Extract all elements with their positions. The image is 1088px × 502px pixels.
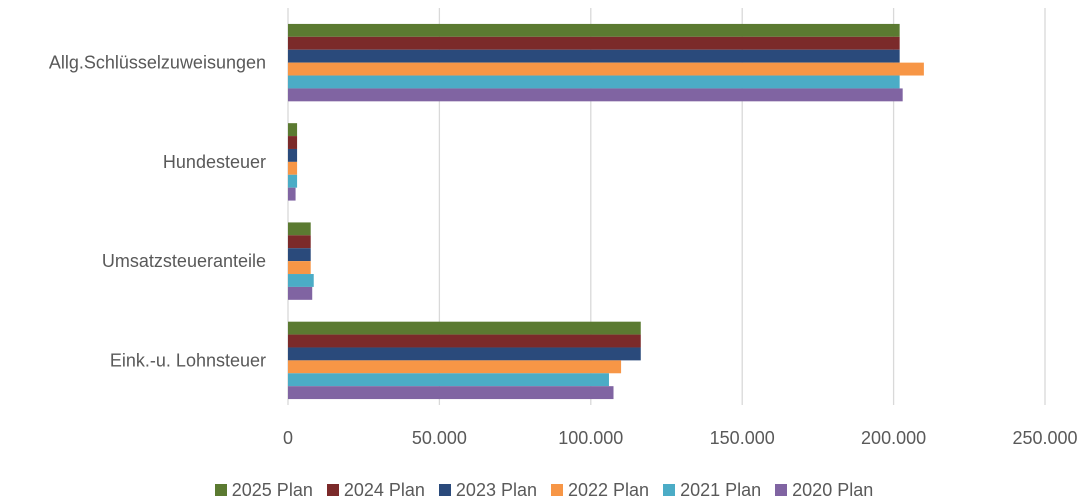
bar — [288, 75, 900, 89]
bar — [288, 286, 313, 300]
bar — [288, 386, 614, 400]
legend-swatch — [326, 484, 339, 496]
legend-item: 2023 Plan — [438, 479, 537, 501]
x-tick-label: 0 — [283, 428, 293, 448]
legend-item: 2025 Plan — [214, 479, 313, 501]
bar — [288, 334, 641, 348]
legend-swatch — [663, 484, 676, 496]
bar — [288, 347, 641, 361]
category-label: Allg.Schlüsselzuweisungen — [49, 53, 266, 73]
bar — [288, 373, 609, 387]
bar — [288, 321, 641, 335]
bar — [288, 88, 903, 102]
legend-item: 2024 Plan — [326, 479, 425, 501]
bar — [288, 187, 296, 201]
category-label: Umsatzsteueranteile — [102, 251, 266, 271]
bar — [288, 62, 924, 76]
bar — [288, 261, 311, 275]
bar — [288, 161, 298, 175]
bar — [288, 248, 311, 262]
bar — [288, 148, 298, 162]
legend-swatch — [551, 484, 563, 496]
bar — [288, 235, 311, 249]
legend-label: 2020 Plan — [792, 479, 874, 500]
legend: 2025 Plan 2024 Plan 2023 Plan 2022 Plan 2021… — [0, 478, 1088, 502]
bar — [288, 49, 900, 63]
category-labels: Allg.Schlüsselzuweisungen Hundesteuer Umsa… — [49, 53, 266, 371]
legend-label: 2021 Plan — [680, 479, 762, 500]
legend-swatch — [214, 484, 227, 496]
legend-label: 2025 Plan — [231, 479, 313, 500]
x-tick-label: 200.000 — [861, 428, 926, 448]
bar — [288, 136, 298, 149]
legend-label: 2022 Plan — [568, 479, 650, 500]
legend-item: 2021 Plan — [663, 480, 761, 501]
x-tick-label: 250.000 — [1012, 428, 1077, 448]
bar — [288, 222, 311, 236]
x-axis-tick-labels: 0 50.000 100.000 150.000 200.000 250.000 — [283, 428, 1078, 448]
category-label: Eink.-u. Lohnsteuer — [110, 350, 266, 370]
bar — [288, 36, 900, 50]
bars — [288, 23, 924, 400]
x-tick-label: 100.000 — [558, 428, 623, 448]
x-tick-label: 150.000 — [710, 428, 775, 448]
legend-item: 2020 Plan — [775, 480, 873, 501]
legend-label: 2023 Plan — [455, 479, 537, 500]
bar-chart: Allg.Schlüsselzuweisungen Hundesteuer Umsa… — [49, 8, 1078, 448]
category-label: Hundesteuer — [163, 152, 266, 172]
bar — [288, 360, 622, 374]
legend-label: 2024 Plan — [343, 479, 425, 500]
bar — [288, 23, 900, 37]
bar — [288, 274, 314, 287]
legend-swatch — [438, 484, 451, 496]
bar — [288, 123, 298, 137]
legend-swatch — [775, 484, 788, 496]
legend-item: 2022 Plan — [551, 480, 649, 501]
x-tick-label: 50.000 — [412, 428, 467, 448]
bar — [288, 174, 298, 188]
